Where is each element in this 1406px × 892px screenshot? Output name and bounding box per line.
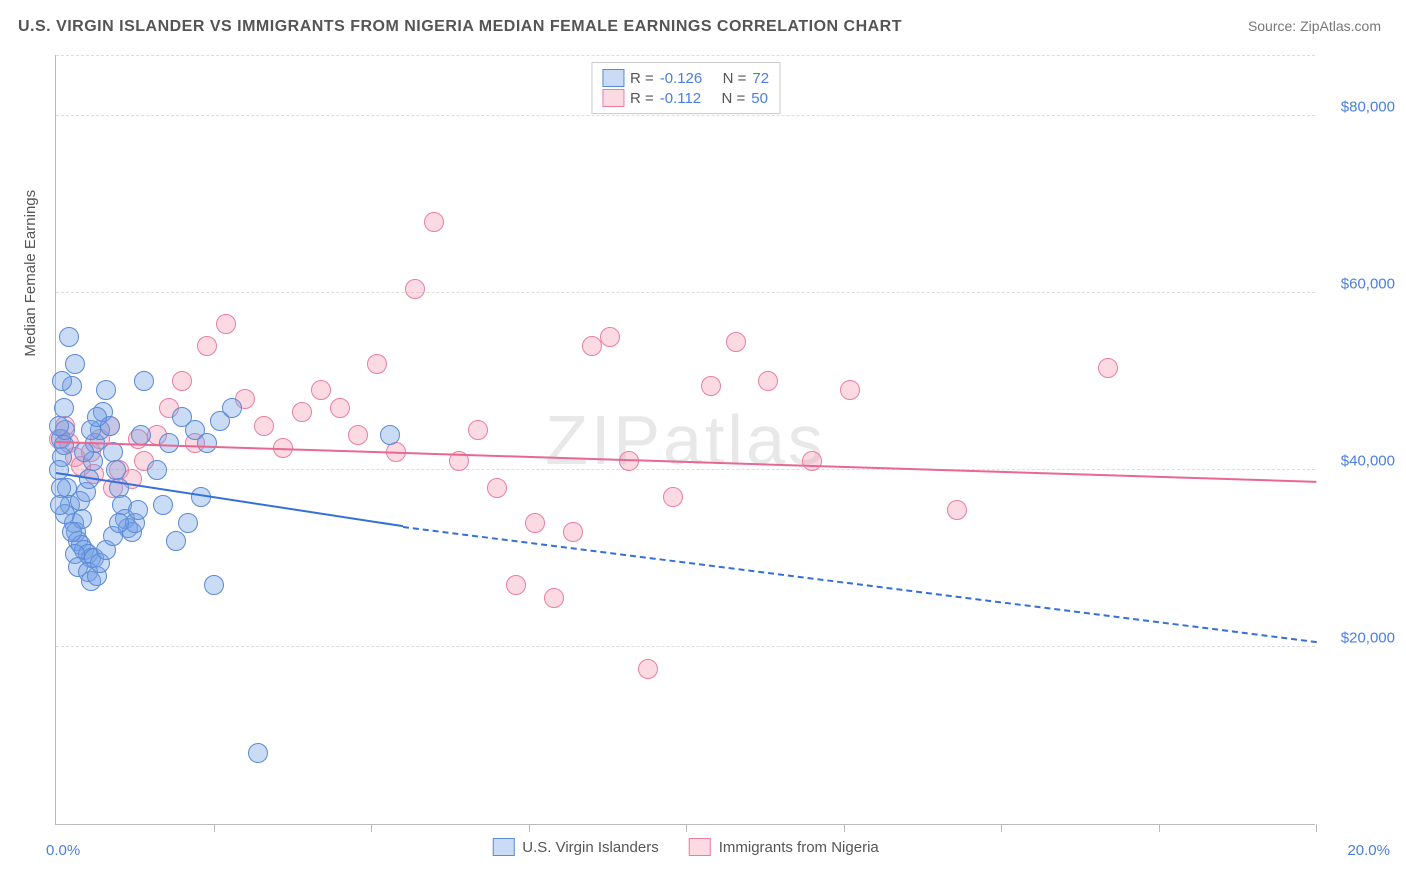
scatter-point-usvi: [62, 522, 82, 542]
legend-r-label-nigeria: R =: [630, 90, 654, 107]
legend-row-usvi: R = -0.126 N = 72: [602, 69, 769, 87]
source-label: Source: ZipAtlas.com: [1248, 18, 1381, 34]
scatter-point-usvi: [166, 531, 186, 551]
xtick: [1001, 824, 1002, 832]
scatter-point-nigeria: [600, 327, 620, 347]
scatter-point-nigeria: [947, 500, 967, 520]
scatter-point-nigeria: [254, 416, 274, 436]
legend-r-value-nigeria: -0.112: [660, 90, 701, 107]
scatter-point-nigeria: [292, 402, 312, 422]
scatter-point-nigeria: [216, 314, 236, 334]
scatter-point-usvi: [222, 398, 242, 418]
scatter-point-usvi: [147, 460, 167, 480]
scatter-point-nigeria: [582, 336, 602, 356]
scatter-point-nigeria: [197, 336, 217, 356]
scatter-point-usvi: [178, 513, 198, 533]
scatter-point-nigeria: [638, 659, 658, 679]
legend-row-nigeria: R = -0.112 N = 50: [602, 89, 769, 107]
legend-n-value-nigeria: 50: [751, 90, 768, 107]
legend-swatch-usvi-bottom: [492, 838, 514, 856]
gridline: [56, 55, 1315, 56]
watermark-bold: ZIP: [545, 401, 663, 479]
scatter-point-nigeria: [487, 478, 507, 498]
xtick: [686, 824, 687, 832]
trend-line: [402, 526, 1316, 643]
scatter-point-nigeria: [544, 588, 564, 608]
legend-r-value-usvi: -0.126: [660, 70, 703, 87]
scatter-point-usvi: [128, 500, 148, 520]
xtick: [844, 824, 845, 832]
scatter-point-nigeria: [1098, 358, 1118, 378]
scatter-point-usvi: [52, 371, 72, 391]
xtick: [214, 824, 215, 832]
scatter-point-nigeria: [701, 376, 721, 396]
legend-n-label-usvi: N =: [723, 70, 747, 87]
scatter-point-nigeria: [424, 212, 444, 232]
legend-swatch-nigeria-bottom: [689, 838, 711, 856]
scatter-point-usvi: [65, 354, 85, 374]
scatter-point-nigeria: [726, 332, 746, 352]
ytick-label: $40,000: [1341, 452, 1395, 469]
scatter-point-nigeria: [563, 522, 583, 542]
xaxis-label-min: 0.0%: [46, 842, 80, 859]
scatter-point-usvi: [134, 371, 154, 391]
scatter-point-nigeria: [663, 487, 683, 507]
trend-line: [56, 472, 403, 527]
scatter-point-usvi: [49, 416, 69, 436]
ytick-label: $20,000: [1341, 630, 1395, 647]
chart-title: U.S. VIRGIN ISLANDER VS IMMIGRANTS FROM …: [18, 18, 902, 36]
legend-n-label-nigeria: N =: [721, 90, 745, 107]
gridline: [56, 292, 1315, 293]
legend-swatch-nigeria: [602, 89, 624, 107]
xtick: [1159, 824, 1160, 832]
scatter-point-usvi: [197, 433, 217, 453]
scatter-point-nigeria: [506, 575, 526, 595]
scatter-point-nigeria: [802, 451, 822, 471]
legend-n-value-usvi: 72: [752, 70, 769, 87]
scatter-point-nigeria: [468, 420, 488, 440]
gridline: [56, 646, 1315, 647]
scatter-point-usvi: [204, 575, 224, 595]
scatter-point-nigeria: [172, 371, 192, 391]
scatter-point-usvi: [50, 495, 70, 515]
scatter-point-usvi: [380, 425, 400, 445]
ytick-label: $60,000: [1341, 275, 1395, 292]
scatter-point-usvi: [74, 442, 94, 462]
legend-series: U.S. Virgin Islanders Immigrants from Ni…: [492, 838, 879, 856]
scatter-point-nigeria: [840, 380, 860, 400]
trend-line: [56, 441, 1316, 483]
scatter-point-nigeria: [367, 354, 387, 374]
yaxis-title: Median Female Earnings: [22, 190, 39, 357]
scatter-point-nigeria: [330, 398, 350, 418]
scatter-point-usvi: [153, 495, 173, 515]
legend-item-nigeria: Immigrants from Nigeria: [689, 838, 879, 856]
gridline: [56, 469, 1315, 470]
xaxis-label-max: 20.0%: [1347, 842, 1390, 859]
scatter-point-usvi: [59, 327, 79, 347]
gridline: [56, 115, 1315, 116]
xtick: [1316, 824, 1317, 832]
scatter-point-nigeria: [525, 513, 545, 533]
legend-r-label-usvi: R =: [630, 70, 654, 87]
legend-correlation: R = -0.126 N = 72 R = -0.112 N = 50: [591, 62, 780, 114]
scatter-point-usvi: [109, 513, 129, 533]
legend-swatch-usvi: [602, 69, 624, 87]
scatter-point-usvi: [96, 380, 116, 400]
legend-label-usvi: U.S. Virgin Islanders: [522, 839, 658, 856]
ytick-label: $80,000: [1341, 98, 1395, 115]
xtick: [371, 824, 372, 832]
scatter-point-usvi: [131, 425, 151, 445]
legend-item-usvi: U.S. Virgin Islanders: [492, 838, 658, 856]
scatter-point-nigeria: [405, 279, 425, 299]
scatter-point-nigeria: [758, 371, 778, 391]
xtick: [529, 824, 530, 832]
scatter-point-nigeria: [348, 425, 368, 445]
scatter-point-usvi: [248, 743, 268, 763]
scatter-point-usvi: [87, 407, 107, 427]
scatter-point-nigeria: [311, 380, 331, 400]
watermark: ZIPatlas: [545, 400, 826, 480]
watermark-thin: atlas: [663, 401, 826, 479]
legend-label-nigeria: Immigrants from Nigeria: [719, 839, 879, 856]
plot-area: ZIPatlas R = -0.126 N = 72 R = -0.112 N …: [55, 55, 1315, 825]
